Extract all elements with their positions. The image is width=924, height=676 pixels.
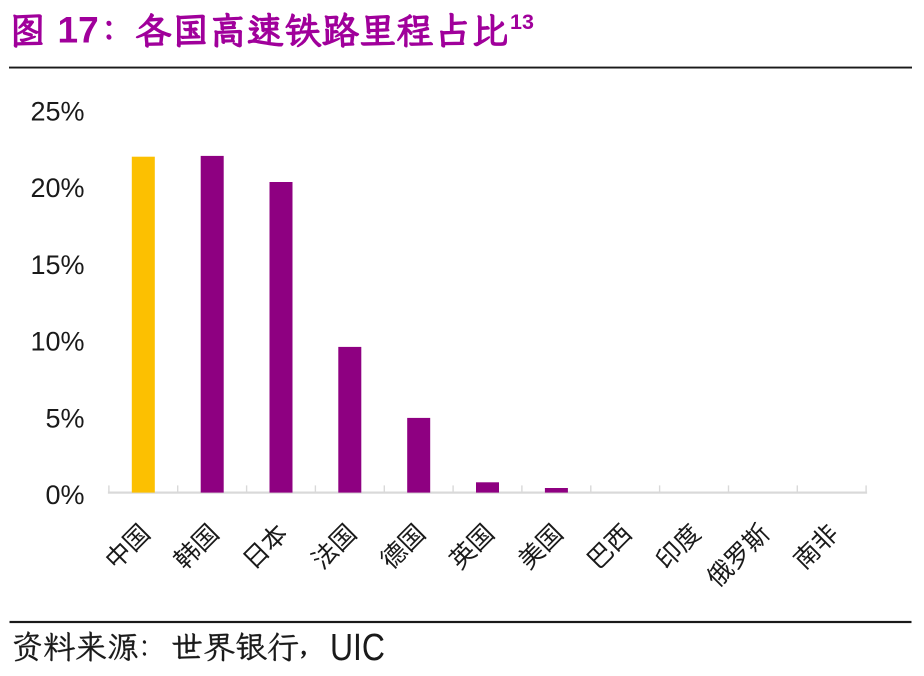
- svg-text:20%: 20%: [30, 173, 84, 203]
- svg-text:13: 13: [510, 10, 534, 34]
- svg-text:5%: 5%: [45, 403, 84, 433]
- svg-text:15%: 15%: [30, 250, 84, 280]
- svg-text:25%: 25%: [30, 97, 84, 127]
- svg-text:0%: 0%: [45, 480, 84, 510]
- svg-text:10%: 10%: [30, 327, 84, 357]
- svg-text:17: 17: [58, 9, 99, 50]
- svg-text:UIC: UIC: [330, 627, 385, 669]
